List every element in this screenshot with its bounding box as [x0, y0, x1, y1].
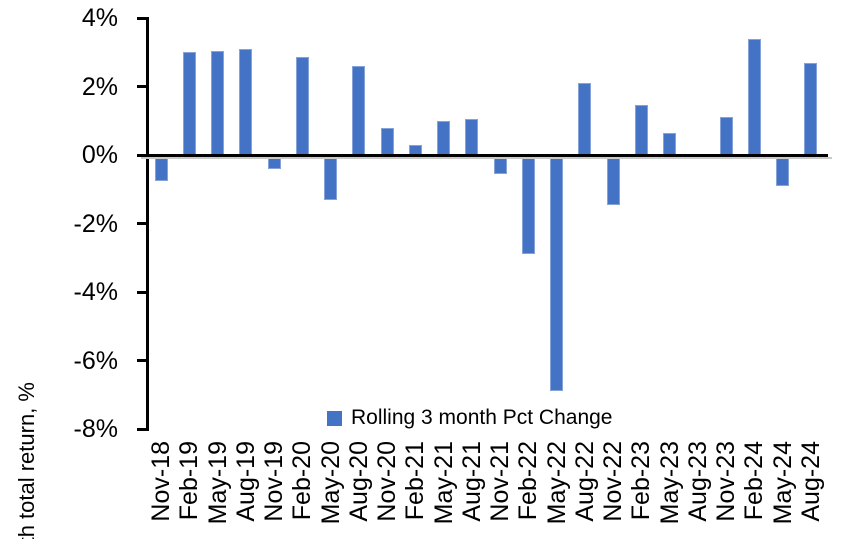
y-tick-mark [137, 222, 149, 225]
bar-Nov-23 [719, 117, 733, 155]
y-tick-mark [137, 359, 149, 362]
bar-Feb-23 [634, 105, 648, 155]
x-tick-label-May-19: May-19 [203, 441, 232, 525]
y-tick-label-4%: 4% [81, 4, 118, 32]
y-tick-mark [137, 427, 149, 431]
x-tick-label-Nov-21: Nov-21 [486, 441, 515, 522]
zero-baseline [137, 153, 828, 157]
bar-Feb-24 [747, 38, 761, 155]
legend-swatch [327, 410, 342, 426]
bar-May-19 [211, 50, 225, 155]
x-tick-label-Feb-19: Feb-19 [175, 441, 204, 521]
y-tick-label--8%: -8% [73, 415, 118, 443]
x-tick-label-May-24: May-24 [768, 441, 797, 525]
bar-May-22 [550, 155, 564, 392]
x-tick-label-Aug-20: Aug-20 [344, 441, 373, 522]
y-tick-label--4%: -4% [73, 278, 118, 306]
bar-Nov-22 [606, 155, 620, 205]
x-tick-label-Nov-22: Nov-22 [599, 441, 628, 522]
bar-Aug-19 [239, 48, 253, 155]
bar-Nov-21 [493, 155, 507, 174]
bar-May-20 [324, 155, 338, 200]
bar-Feb-20 [295, 57, 309, 155]
bar-Aug-22 [578, 83, 592, 155]
y-tick-mark [137, 85, 149, 88]
zero-line-shadow [141, 156, 832, 159]
legend: Rolling 3 month Pct Change [327, 406, 613, 430]
y-axis-line [146, 18, 149, 429]
x-tick-label-Feb-21: Feb-21 [401, 441, 430, 521]
bar-Feb-22 [521, 155, 535, 255]
y-tick-label-2%: 2% [81, 72, 118, 101]
bar-May-23 [663, 132, 677, 155]
bar-Feb-19 [182, 52, 196, 155]
x-tick-label-May-22: May-22 [542, 441, 571, 525]
legend-label: Rolling 3 month Pct Change [351, 406, 613, 429]
bar-Nov-20 [380, 127, 394, 155]
bar-Aug-21 [465, 119, 479, 155]
bar-Aug-20 [352, 65, 366, 155]
y-tick-label--2%: -2% [73, 209, 118, 238]
x-tick-label-May-21: May-21 [429, 441, 458, 525]
x-tick-label-Feb-22: Feb-22 [514, 441, 543, 521]
y-tick-label-0%: 0% [81, 141, 118, 169]
x-tick-label-Aug-24: Aug-24 [796, 441, 825, 522]
y-axis-title: Rolling 3 month total return, % [14, 382, 39, 539]
x-tick-label-May-23: May-23 [655, 441, 684, 525]
bar-Feb-21 [408, 144, 422, 155]
y-tick-mark [137, 16, 149, 20]
x-tick-label-Nov-18: Nov-18 [147, 441, 175, 522]
x-tick-label-Aug-23: Aug-23 [683, 441, 712, 522]
x-tick-label-Feb-20: Feb-20 [288, 441, 317, 521]
bar-Aug-24 [804, 62, 818, 155]
y-tick-mark [137, 290, 149, 294]
x-tick-label-Nov-23: Nov-23 [712, 441, 741, 522]
x-tick-label-May-20: May-20 [316, 441, 345, 525]
x-tick-label-Feb-24: Feb-24 [740, 441, 769, 521]
y-tick-label--6%: -6% [73, 346, 118, 375]
x-tick-label-Aug-22: Aug-22 [570, 441, 599, 522]
x-tick-label-Feb-23: Feb-23 [627, 441, 656, 521]
x-tick-label-Nov-19: Nov-19 [260, 441, 289, 522]
x-tick-label-Aug-21: Aug-21 [457, 441, 486, 522]
x-tick-label-Aug-19: Aug-19 [231, 441, 260, 522]
bar-Nov-18 [154, 155, 168, 181]
bar-May-24 [776, 155, 790, 186]
bar-May-21 [437, 120, 451, 155]
x-tick-label-Nov-20: Nov-20 [373, 441, 402, 522]
